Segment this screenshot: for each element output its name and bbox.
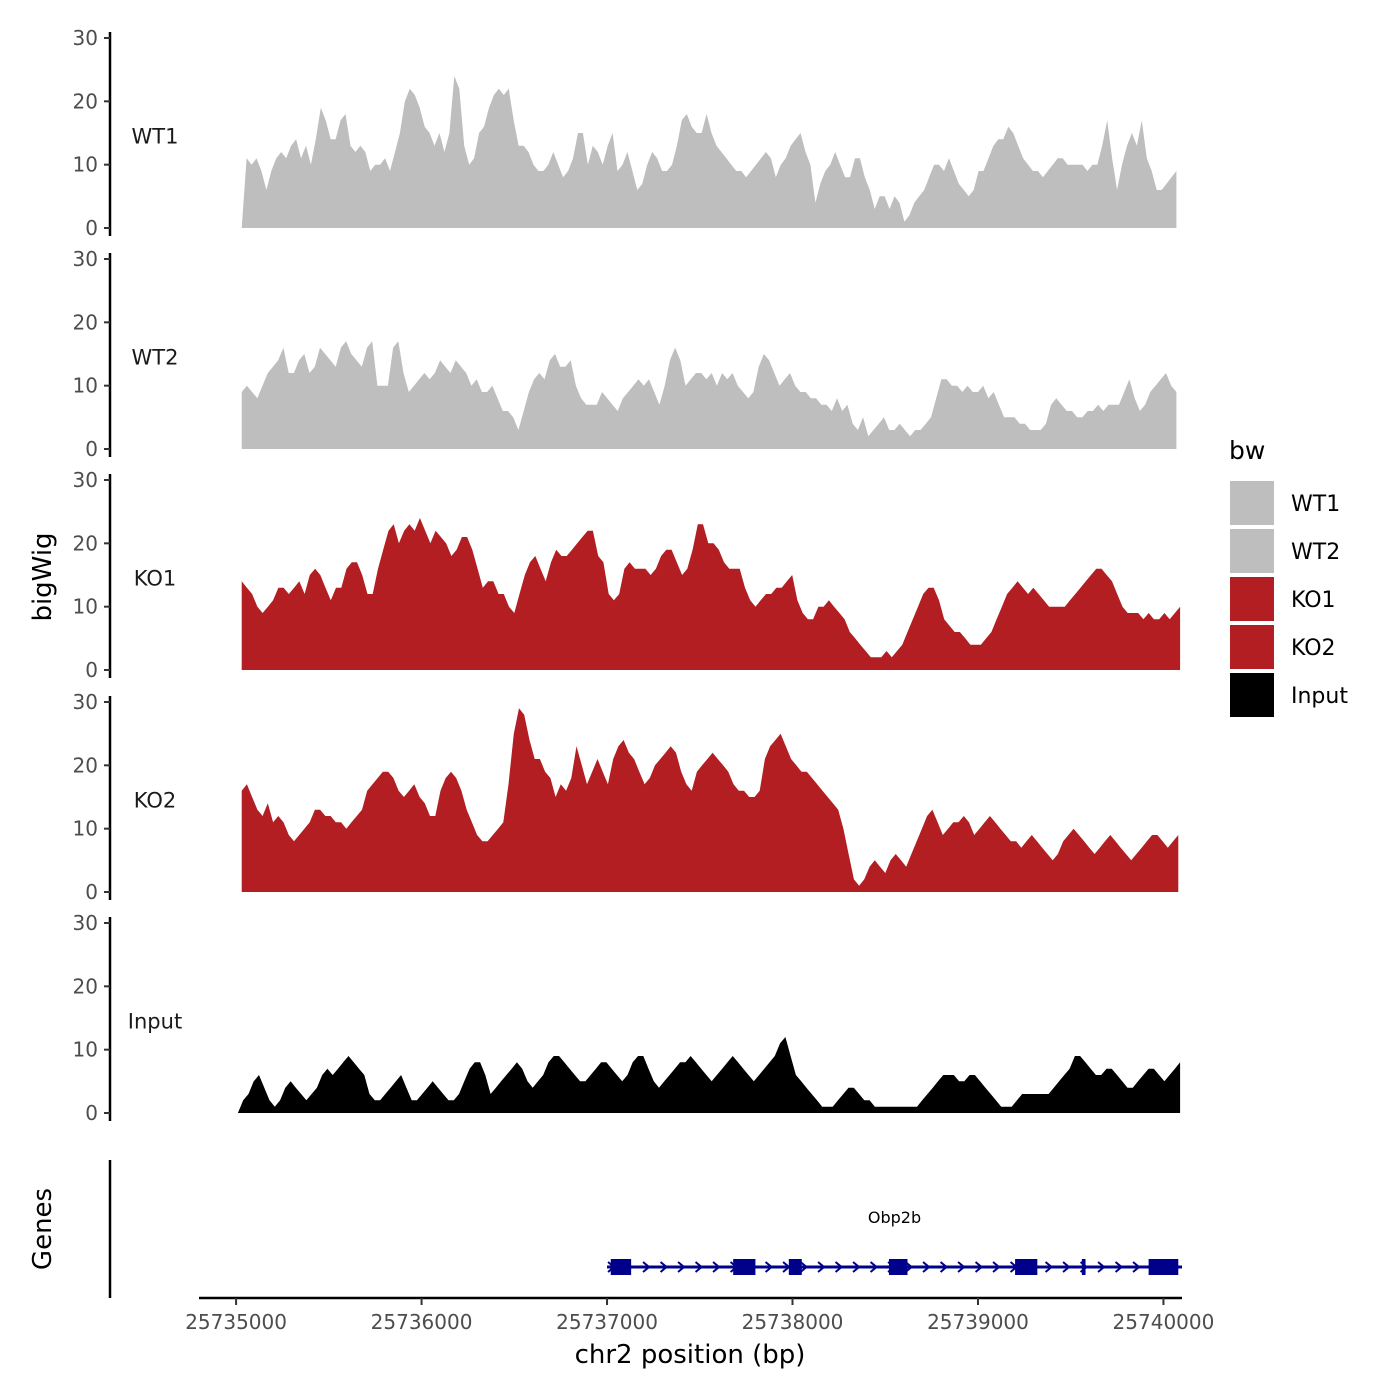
strand-arrow: [677, 1261, 686, 1273]
strand-arrow: [1114, 1261, 1124, 1273]
legend-swatch-ko1: [1230, 577, 1274, 621]
gene-exon: [610, 1259, 632, 1275]
x-tick-label: 25739000: [927, 1310, 1029, 1334]
panel-ko2: 0 10 20 30 KO2: [73, 690, 1179, 904]
gene-exon: [1015, 1259, 1038, 1275]
y-tick-label: 0: [85, 658, 98, 682]
y-tick-label: 30: [73, 690, 98, 714]
x-tick-label: 25736000: [371, 1310, 473, 1334]
legend-item-input: Input: [1230, 673, 1348, 717]
panel-label-wt1: WT1: [132, 124, 179, 148]
strand-arrow: [659, 1261, 669, 1273]
strand-arrow: [904, 1261, 914, 1273]
gene-label: Obp2b: [868, 1208, 921, 1227]
legend-swatch-ko2: [1230, 625, 1274, 669]
legend-item-wt2: WT2: [1230, 529, 1340, 573]
x-tick-label: 25737000: [556, 1310, 658, 1334]
panel-label-wt2: WT2: [132, 345, 179, 369]
x-axis-title: chr2 position (bp): [575, 1340, 806, 1370]
strand-arrow: [1132, 1261, 1141, 1273]
strand-arrow: [834, 1261, 844, 1273]
strand-arrow: [869, 1261, 879, 1273]
strand-arrow: [957, 1261, 966, 1273]
legend-label-wt1: WT1: [1291, 492, 1340, 517]
strand-arrow: [974, 1261, 984, 1273]
legend-label-input: Input: [1291, 684, 1348, 709]
area-wt1: [241, 76, 1177, 228]
x-tick-label: 25740000: [1113, 1310, 1215, 1334]
legend-item-ko1: KO1: [1230, 577, 1336, 621]
genes-axis-title: Genes: [28, 1188, 58, 1270]
genes-panel: Obp2b: [108, 1160, 1182, 1298]
x-axis: 25735000 25736000 25737000 25738000 25739000…: [185, 1296, 1215, 1334]
panel-ko1: 0 10 20 30 KO1: [73, 468, 1181, 682]
strand-arrow: [922, 1261, 931, 1273]
strand-arrow: [1062, 1261, 1071, 1273]
legend-label-ko2: KO2: [1291, 636, 1336, 661]
area-ko2: [241, 708, 1179, 892]
strand-arrow: [694, 1261, 704, 1273]
y-tick-label: 10: [73, 817, 98, 841]
y-tick-label: 10: [73, 374, 98, 398]
strand-arrow: [764, 1261, 774, 1273]
panel-label-ko2: KO2: [134, 788, 177, 812]
y-axis-title: bigWig: [28, 532, 58, 621]
y-tick-label: 10: [73, 595, 98, 619]
strand-arrow: [852, 1261, 861, 1273]
y-tick-label: 30: [73, 247, 98, 271]
legend-label-wt2: WT2: [1291, 540, 1340, 565]
strand-arrow: [799, 1261, 809, 1273]
area-wt2: [241, 341, 1177, 449]
gene-obp2b: Obp2b: [607, 1208, 1182, 1275]
y-tick-label: 0: [85, 216, 98, 240]
y-tick-label: 0: [85, 437, 98, 461]
gene-exon: [1148, 1259, 1179, 1275]
y-tick-label: 10: [73, 1038, 98, 1062]
legend-item-wt1: WT1: [1230, 481, 1340, 525]
legend-swatch-wt2: [1230, 529, 1274, 573]
strand-arrow: [992, 1261, 1001, 1273]
x-tick-label: 25738000: [742, 1310, 844, 1334]
track-panels: 0 10 20 30 WT1 0 10 20 30 WT2 0 10 20 30 KO1 0 10 20 30 KO2…: [73, 26, 1181, 1125]
strand-arrow: [1097, 1261, 1106, 1273]
strand-arrow: [939, 1261, 949, 1273]
x-tick-label: 25735000: [185, 1310, 287, 1334]
y-tick-label: 20: [73, 974, 98, 998]
y-tick-label: 20: [73, 310, 98, 334]
y-tick-label: 20: [73, 531, 98, 555]
area-input: [237, 1037, 1181, 1113]
panel-label-input: Input: [128, 1009, 182, 1033]
gene-exon: [888, 1259, 908, 1275]
legend-item-ko2: KO2: [1230, 625, 1336, 669]
panel-input: 0 10 20 30 Input: [73, 911, 1181, 1125]
panel-wt1: 0 10 20 30 WT1: [73, 26, 1177, 240]
y-tick-label: 0: [85, 880, 98, 904]
strand-arrow: [642, 1261, 651, 1273]
y-tick-label: 30: [73, 468, 98, 492]
area-ko1: [241, 518, 1181, 670]
y-tick-label: 30: [73, 911, 98, 935]
y-tick-label: 20: [73, 89, 98, 113]
y-tick-label: 0: [85, 1101, 98, 1125]
gene-exon: [788, 1259, 802, 1275]
strand-arrow: [712, 1261, 721, 1273]
gene-exon: [1081, 1259, 1086, 1275]
strand-arrow: [1044, 1261, 1054, 1273]
y-tick-label: 20: [73, 753, 98, 777]
strand-arrow: [817, 1261, 826, 1273]
legend-swatch-wt1: [1230, 481, 1274, 525]
panel-label-ko1: KO1: [134, 566, 177, 590]
legend-label-ko1: KO1: [1291, 588, 1336, 613]
y-tick-label: 30: [73, 26, 98, 50]
legend: bw WT1 WT2 KO1 KO2 Input: [1229, 436, 1348, 717]
legend-swatch-input: [1230, 673, 1274, 717]
panel-wt2: 0 10 20 30 WT2: [73, 247, 1177, 461]
y-tick-label: 10: [73, 153, 98, 177]
gene-exon: [733, 1259, 756, 1275]
legend-title: bw: [1229, 436, 1265, 465]
